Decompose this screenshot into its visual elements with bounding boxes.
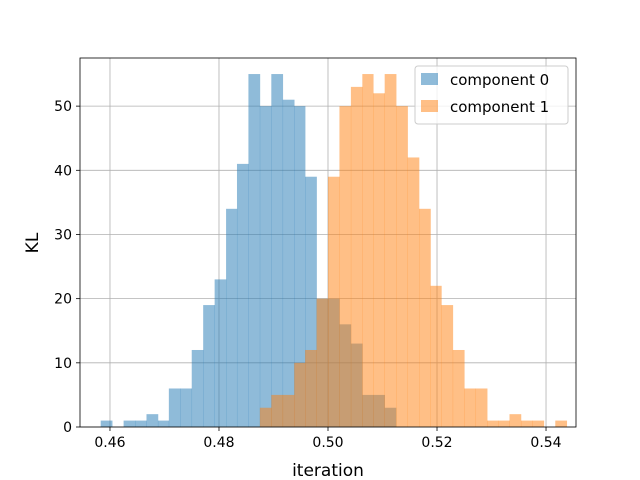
histogram-bar [487,420,499,427]
x-tick-label: 0.46 [94,435,125,451]
histogram-bar [294,362,306,427]
histogram-bar [328,176,340,427]
x-tick-label: 0.48 [203,435,234,451]
legend-swatch-component-1 [421,100,438,112]
histogram-bar [464,388,477,427]
x-tick-label: 0.52 [421,435,452,451]
y-tick-label: 20 [54,292,72,308]
histogram-bar [520,420,533,427]
histogram-bars [100,74,568,428]
histogram-bar [146,414,159,427]
histogram-bar [407,157,420,428]
histogram-bar [236,163,249,427]
histogram-bar [214,279,227,427]
histogram-bar [419,208,431,427]
histogram-bar [203,305,215,427]
histogram-bar [259,407,272,427]
histogram-bar [168,388,181,427]
histogram-bar [384,74,397,427]
histogram-bar [294,106,306,427]
histogram-bar [441,305,454,427]
histogram-bar [271,74,284,427]
histogram-bar [180,388,193,427]
series-component-1 [259,74,568,428]
histogram-bar [452,349,465,427]
histogram-bar [498,420,510,427]
y-tick-label: 10 [54,356,72,372]
y-tick-label: 30 [54,227,72,243]
histogram-bar [339,106,352,427]
y-tick-label: 0 [63,420,72,436]
histogram-bar [282,394,295,427]
histogram-bar [316,298,329,427]
legend: component 0 component 1 [414,65,569,125]
x-axis-label: iteration [292,461,364,480]
histogram-bar [135,420,147,427]
histogram-bar [123,420,136,427]
x-tick-label: 0.54 [530,435,561,451]
histogram-bar [475,388,488,427]
histogram-bar [396,106,408,427]
legend-label-component-1: component 1 [450,98,549,116]
y-tick-label: 50 [54,99,72,115]
histogram-bar [509,414,522,427]
histogram-bar [157,420,170,427]
histogram-bar [430,285,442,427]
x-tick-label: 0.50 [312,435,343,451]
histogram-bar [259,106,272,427]
histogram-bar [362,74,374,427]
y-tick-label: 40 [54,163,72,179]
legend-label-component-0: component 0 [450,71,549,89]
y-axis-label: KL [23,232,43,253]
histogram-bar [305,176,317,427]
axis-ticks: 0.46 0.48 0.50 0.52 0.54 0 10 20 30 40 50 [54,99,562,451]
histogram-bar [350,86,363,427]
histogram-bar [373,93,385,427]
histogram-bar [226,208,238,427]
histogram-bar [305,349,317,427]
legend-swatch-component-0 [421,73,438,85]
histogram-bar [191,349,204,427]
histogram-bar [100,420,113,427]
histogram-bar [248,74,261,427]
histogram-bar [555,420,568,427]
histogram-bar [282,99,295,427]
histogram-bar [532,420,545,427]
legend-box [414,65,569,125]
histogram-bar [271,394,284,427]
